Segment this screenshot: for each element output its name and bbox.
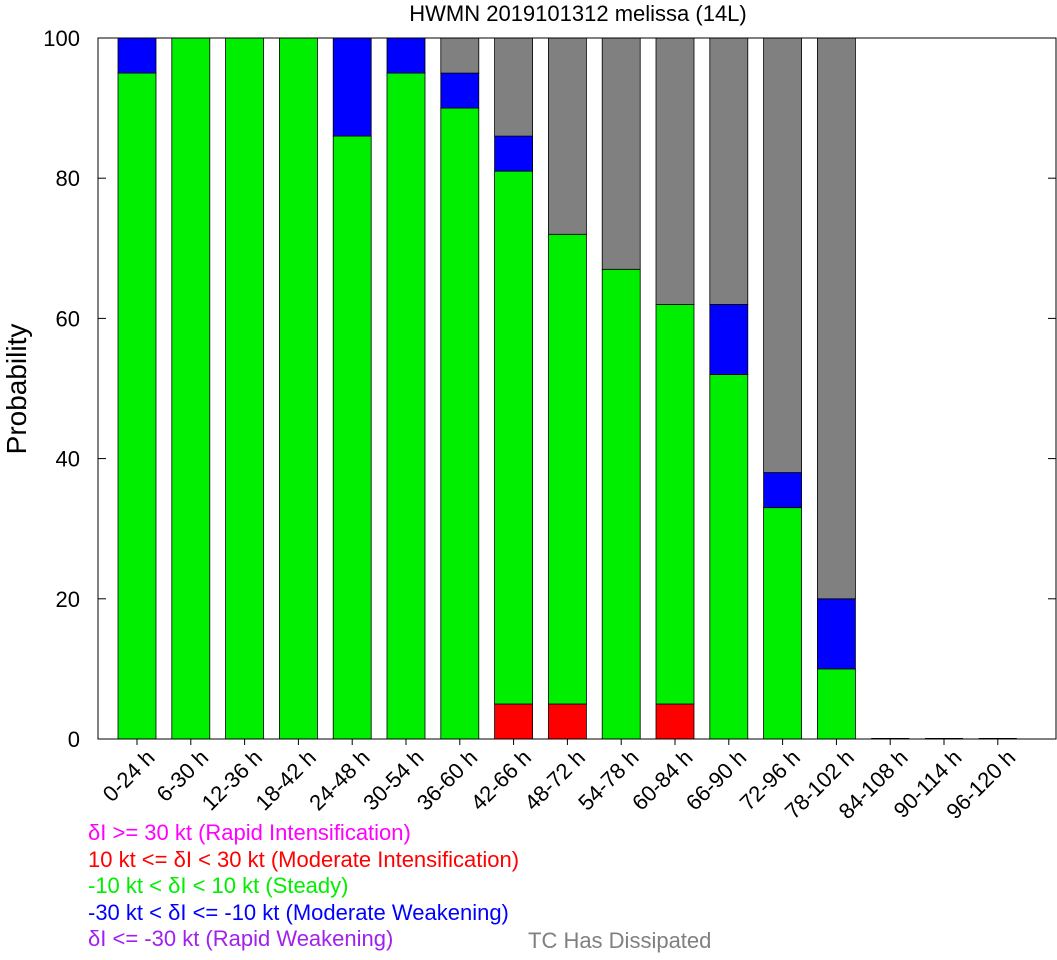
- y-tick-label-80: 80: [56, 166, 80, 191]
- bar-dissipated-66-90h: [709, 37, 749, 305]
- plot-frame: [97, 37, 1057, 740]
- bar-steady-42-66h: [494, 170, 534, 705]
- y-tick-label-40: 40: [56, 447, 80, 472]
- bar-steady-12-36h: [225, 37, 265, 740]
- bar-steady-24-48h: [332, 135, 372, 740]
- bar-steady-66-90h: [709, 374, 749, 740]
- chart: HWMN 2019101312 melissa (14L) Probabilit…: [1, 1, 1057, 820]
- legend-moderate-weakening: -30 kt < δI <= -10 kt (Moderate Weakenin…: [88, 899, 509, 925]
- bar-dissipated-54-78h: [601, 37, 641, 270]
- bar-dissipated-36-60h: [440, 37, 480, 74]
- bar-mi-42-66h: [494, 703, 534, 740]
- y-tick-label-0: 0: [68, 727, 80, 752]
- y-tick-label-20: 20: [56, 587, 80, 612]
- bar-mw-66-90h: [709, 303, 749, 375]
- y-tick-label-100: 100: [43, 26, 80, 51]
- legend-moderate-intensification: 10 kt <= δI < 30 kt (Moderate Intensific…: [88, 846, 520, 872]
- bar-dissipated-78-102h: [817, 37, 856, 600]
- bar-steady-18-42h: [278, 37, 318, 740]
- x-ticks-group: 0-24 h6-30 h12-36 h18-42 h24-48 h30-54 h…: [98, 739, 1020, 820]
- bar-mi-48-72h: [548, 703, 587, 740]
- y-ticks-group: 0 20 40 60 80 100: [43, 26, 1056, 752]
- bar-steady-36-60h: [440, 107, 480, 740]
- legend-tc-dissipated: TC Has Dissipated: [528, 928, 712, 953]
- legend-rapid-weakening: δI <= -30 kt (Rapid Weakening): [88, 926, 394, 951]
- x-tick-label-0-24h: 0-24 h: [98, 745, 160, 807]
- bar-mw-0-24h: [117, 37, 157, 74]
- legend-rapid-intensification: δI >= 30 kt (Rapid Intensification): [88, 820, 411, 845]
- legend: δI >= 30 kt (Rapid Intensification) 10 k…: [88, 820, 519, 953]
- bar-steady-72-96h: [763, 507, 802, 740]
- bar-steady-30-54h: [386, 72, 426, 740]
- bar-steady-48-72h: [548, 233, 587, 705]
- bar-mw-36-60h: [440, 72, 480, 109]
- bar-dissipated-42-66h: [494, 37, 534, 137]
- bar-steady-0-24h: [117, 72, 157, 740]
- y-axis-label: Probability: [1, 324, 32, 455]
- legend-steady: -10 kt < δI < 10 kt (Steady): [88, 873, 349, 898]
- bar-steady-54-78h: [601, 268, 641, 740]
- bar-dissipated-60-84h: [655, 37, 695, 305]
- y-tick-label-60: 60: [56, 306, 80, 331]
- bars-group: [117, 37, 1017, 740]
- bar-mw-42-66h: [494, 135, 534, 172]
- bar-dissipated-72-96h: [763, 37, 802, 474]
- bar-steady-6-30h: [171, 37, 211, 740]
- bar-mi-60-84h: [655, 703, 695, 740]
- bar-mw-24-48h: [332, 37, 372, 137]
- bar-steady-78-102h: [817, 668, 856, 740]
- bar-mw-30-54h: [386, 37, 426, 74]
- bar-mw-78-102h: [817, 598, 856, 670]
- chart-title: HWMN 2019101312 melissa (14L): [409, 1, 747, 26]
- bar-mw-72-96h: [763, 472, 802, 509]
- bar-steady-60-84h: [655, 303, 695, 705]
- bar-dissipated-48-72h: [548, 37, 587, 235]
